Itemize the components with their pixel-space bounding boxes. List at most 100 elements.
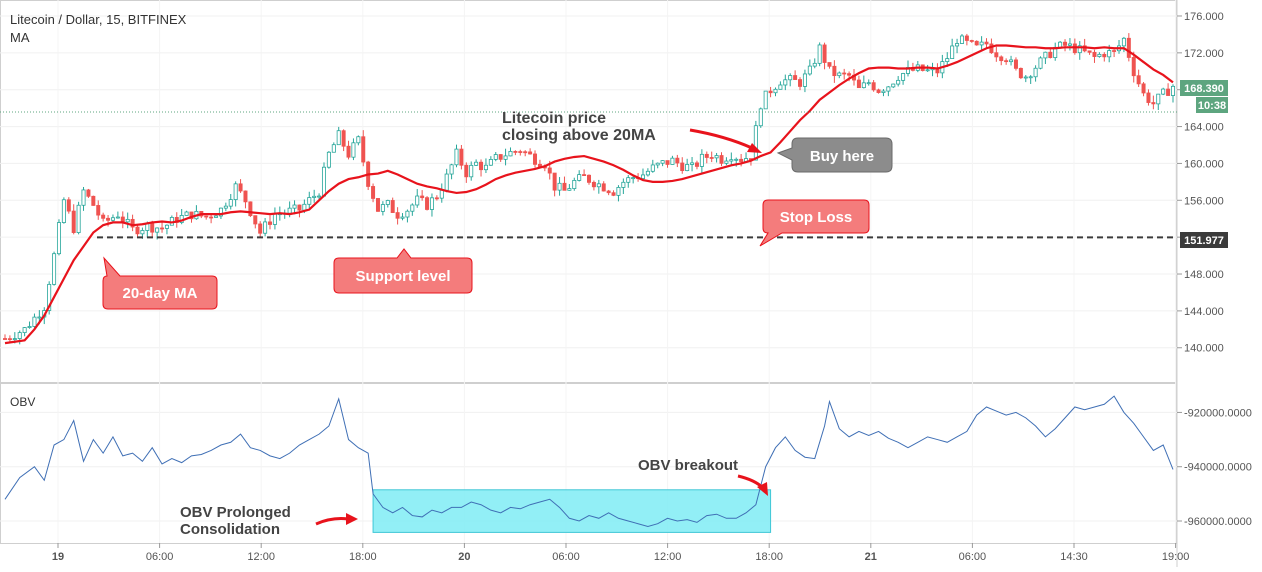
candle-body (297, 204, 302, 211)
candle-body (243, 190, 248, 203)
candle-body (881, 90, 886, 93)
time-tick-label: 14:30 (1060, 551, 1088, 563)
candle-body (773, 88, 778, 94)
candle-body (886, 86, 891, 92)
candle-body (81, 189, 86, 206)
candle-body (729, 159, 734, 162)
candle-body (1136, 75, 1141, 85)
candle-body (645, 170, 650, 176)
stop-loss-callout[interactable] (759, 199, 870, 247)
candle-body (1013, 59, 1018, 69)
candle-body (287, 207, 292, 214)
candle-body (842, 72, 847, 75)
candle-body (415, 195, 420, 206)
candle-body (626, 177, 631, 183)
candle-body (655, 162, 660, 166)
candle-body (238, 183, 243, 192)
candle-body (17, 332, 22, 339)
candle-body (385, 200, 390, 205)
candle-body (1151, 102, 1156, 105)
candle-body (1171, 85, 1176, 96)
buy-here-callout[interactable] (776, 137, 893, 173)
candle-body (567, 188, 572, 191)
candle-body (964, 35, 969, 41)
obv-breakout-arrowhead (757, 482, 768, 496)
obv-consolidation-arrow (315, 517, 349, 526)
candle-body (454, 148, 459, 166)
candle-body (488, 159, 493, 166)
candle-body (1097, 53, 1102, 57)
candle-body (694, 162, 699, 167)
candle-body (395, 212, 400, 219)
obv-consolidation-line2: Consolidation (180, 521, 280, 538)
time-tick-label: 12:00 (654, 551, 682, 563)
candle-body (356, 136, 361, 144)
candle-body (101, 214, 106, 219)
candle-body (71, 210, 76, 233)
candle-body (827, 62, 832, 67)
obv-pane-title: OBV (10, 395, 35, 409)
candle-body (218, 207, 223, 217)
candle-body (714, 155, 719, 159)
time-tick-label: 20 (458, 551, 470, 563)
candle-body (223, 205, 228, 209)
last-price-value: 168.390 (1184, 83, 1224, 95)
candle-body (758, 108, 763, 127)
candle-body (739, 158, 744, 163)
candle-body (999, 56, 1004, 62)
candle-body (263, 221, 268, 234)
candle-body (214, 215, 219, 218)
support-level-label: Support level (355, 268, 450, 285)
candle-body (1126, 37, 1131, 58)
candle-body (479, 161, 484, 171)
candle-body (704, 153, 709, 158)
candle-body (901, 73, 906, 81)
candle-body (1087, 50, 1092, 53)
candle-body (562, 182, 567, 191)
price-tick-label: 144.000 (1184, 306, 1224, 318)
candle-body (783, 79, 788, 86)
candle-body (817, 44, 822, 64)
candle-body (793, 75, 798, 80)
candle-body (670, 157, 675, 165)
time-tick-label: 06:00 (552, 551, 580, 563)
candle-body (312, 195, 317, 198)
support-level-callout[interactable] (333, 248, 473, 294)
candle-body (228, 199, 233, 207)
candle-body (346, 145, 351, 158)
ma20-line (4, 44, 1174, 345)
obv-tick-label: -960000.0000 (1184, 516, 1252, 528)
candle-body (945, 58, 950, 62)
candle-body (429, 197, 434, 210)
candle-body (959, 35, 964, 44)
candle-body (1131, 57, 1136, 77)
candle-body (459, 148, 464, 166)
candle-body (606, 190, 611, 194)
candle-body (587, 174, 592, 183)
ma-label-text: 20-day MA (122, 285, 197, 302)
candle-body (552, 172, 557, 191)
price-tick-label: 176.000 (1184, 11, 1224, 23)
candle-body (802, 73, 807, 87)
candle-body (1023, 76, 1028, 79)
candle-body (699, 153, 704, 167)
time-tick-label: 18:00 (755, 551, 783, 563)
candle-body (125, 218, 130, 223)
candle-body (616, 187, 621, 196)
candle-body (400, 216, 405, 219)
candle-body (650, 164, 655, 172)
candle-body (66, 199, 71, 212)
price-axis: 176.000172.000168.000164.000160.000156.0… (1177, 11, 1224, 355)
candle-body (596, 183, 601, 188)
candle-body (660, 160, 665, 164)
candle-body (577, 174, 582, 181)
indicator-label: MA (10, 30, 30, 45)
price-tick-label: 164.000 (1184, 122, 1224, 134)
candle-body (371, 186, 376, 199)
candle-body (861, 82, 866, 89)
candle-body (955, 43, 960, 47)
candle-body (444, 173, 449, 191)
ma-label-callout[interactable] (102, 256, 218, 310)
candle-body (1043, 51, 1048, 59)
